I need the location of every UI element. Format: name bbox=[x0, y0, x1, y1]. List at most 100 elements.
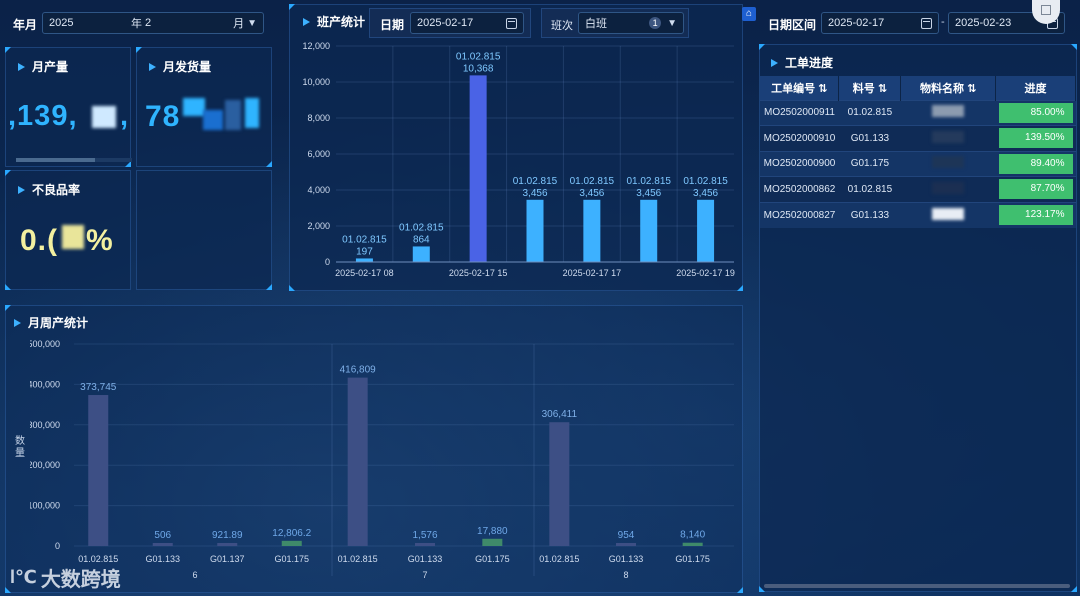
col-header-progress[interactable]: 进度 bbox=[995, 76, 1076, 100]
date-range-separator: - bbox=[941, 16, 945, 28]
order-id-cell: MO2502000827 bbox=[760, 201, 839, 228]
bar-category-label: 01.02.815 bbox=[342, 234, 387, 245]
x-tick-label: G01.133 bbox=[408, 554, 443, 564]
part-number-cell: G01.133 bbox=[838, 125, 901, 151]
progress-cell: 87.70% bbox=[995, 176, 1076, 202]
y-tick-label: 0 bbox=[55, 541, 60, 551]
triangle-icon bbox=[149, 62, 156, 71]
x-tick-label: G01.133 bbox=[145, 554, 180, 564]
shift-label: 班次 bbox=[551, 20, 573, 32]
calendar-icon[interactable] bbox=[921, 17, 932, 29]
monthly-output-progress-fill bbox=[16, 158, 95, 162]
bar-category-label: 01.02.815 bbox=[513, 176, 558, 187]
part-number-cell: 01.02.815 bbox=[838, 176, 901, 202]
progress-cell: 85.00% bbox=[995, 99, 1076, 126]
bar bbox=[697, 199, 715, 262]
y-tick-label: 400,000 bbox=[30, 379, 60, 389]
table-row[interactable]: MO2502000910 G01.133 139.50% bbox=[760, 125, 1076, 151]
bar-value-label: 306,411 bbox=[542, 409, 578, 420]
watermark: l℃ 大数跨境 bbox=[10, 563, 121, 592]
fullscreen-icon[interactable]: ⌂ bbox=[742, 7, 756, 21]
work-order-table: 工单编号 ⇅ 料号 ⇅ 物料名称 ⇅ 进度 MO2502000911 01.02.… bbox=[760, 76, 1076, 228]
x-tick-label: 2025-02-17 08 bbox=[335, 268, 394, 278]
sort-icon[interactable]: ⇅ bbox=[818, 82, 828, 95]
date-value: 2025-02-17 bbox=[417, 17, 474, 29]
bar-value-label: 3,456 bbox=[522, 188, 547, 199]
x-tick-label: G01.175 bbox=[675, 554, 710, 564]
bar bbox=[152, 543, 173, 546]
shift-select[interactable]: 白班 1 ▼ bbox=[578, 12, 684, 34]
year-month-picker[interactable]: 2025 年 2 月 ▼ bbox=[42, 12, 264, 34]
y-tick-label: 12,000 bbox=[302, 41, 330, 51]
bar bbox=[217, 543, 238, 546]
bar-value-label: 8,140 bbox=[680, 530, 705, 541]
y-tick-label: 0 bbox=[325, 257, 330, 267]
defect-rate-card: 不良品率 0.( % bbox=[5, 170, 131, 290]
y-tick-label: 100,000 bbox=[30, 501, 60, 511]
date-range-label: 日期区间 bbox=[768, 18, 817, 32]
table-row[interactable]: MO2502000827 G01.133 123.17% bbox=[760, 201, 1076, 228]
redacted-block bbox=[203, 110, 223, 130]
redacted-block bbox=[245, 98, 259, 128]
table-row[interactable]: MO2502000900 G01.175 89.40% bbox=[760, 150, 1076, 177]
triangle-icon bbox=[303, 17, 310, 26]
sort-icon[interactable]: ⇅ bbox=[877, 82, 888, 95]
x-tick-label: 01.02.815 bbox=[78, 554, 118, 564]
material-name-cell bbox=[900, 150, 996, 177]
date-range-end-value: 2025-02-23 bbox=[955, 17, 1012, 29]
chevron-down-icon[interactable]: ▼ bbox=[247, 17, 257, 29]
floating-tool-button[interactable] bbox=[1032, 0, 1060, 24]
part-number-cell: G01.133 bbox=[838, 201, 901, 228]
work-order-title: 工单进度 bbox=[771, 54, 833, 71]
col-header-part[interactable]: 料号 ⇅ bbox=[838, 76, 902, 100]
defect-rate-value: 0.( bbox=[20, 224, 59, 257]
bar-value-label: 3,456 bbox=[636, 188, 661, 199]
y-tick-label: 200,000 bbox=[30, 460, 60, 470]
calendar-icon[interactable] bbox=[506, 17, 517, 29]
horizontal-scrollbar[interactable] bbox=[764, 584, 1070, 588]
table-row[interactable]: MO2502000911 01.02.815 85.00% bbox=[760, 99, 1076, 126]
triangle-icon bbox=[771, 58, 778, 67]
redacted-block bbox=[183, 98, 205, 116]
monthly-shipment-title: 月发货量 bbox=[149, 58, 211, 75]
order-id-cell: MO2502000911 bbox=[760, 99, 839, 126]
x-tick-label: G01.133 bbox=[609, 554, 644, 564]
redacted-block bbox=[932, 105, 965, 118]
bar bbox=[616, 543, 636, 546]
bar-value-label: 506 bbox=[154, 530, 171, 541]
bar-value-label: 373,745 bbox=[80, 382, 117, 393]
y-tick-label: 6,000 bbox=[307, 149, 330, 159]
date-range-start[interactable]: 2025-02-17 bbox=[821, 12, 939, 34]
triangle-icon bbox=[18, 185, 25, 194]
part-number-cell: G01.175 bbox=[838, 150, 901, 177]
bar-value-label: 197 bbox=[356, 246, 373, 257]
date-picker[interactable]: 2025-02-17 bbox=[410, 12, 524, 34]
grid-icon bbox=[1041, 5, 1051, 15]
bar bbox=[88, 395, 109, 546]
bar-value-label: 954 bbox=[618, 530, 635, 541]
monthly-output-progress-track bbox=[16, 158, 132, 162]
table-row[interactable]: MO2502000862 01.02.815 87.70% bbox=[760, 176, 1076, 202]
year-value: 2025 bbox=[49, 17, 74, 29]
bar bbox=[482, 538, 503, 546]
progress-badge: 87.70% bbox=[998, 179, 1073, 200]
bar bbox=[415, 543, 435, 546]
group-label: 6 bbox=[192, 570, 197, 580]
monthly-shipment-value: 78 bbox=[145, 100, 181, 133]
triangle-icon bbox=[14, 318, 21, 327]
x-tick-label: G01.175 bbox=[274, 554, 309, 564]
sort-icon[interactable]: ⇅ bbox=[967, 82, 977, 95]
col-header-order-id[interactable]: 工单编号 ⇅ bbox=[760, 76, 840, 100]
chevron-down-icon[interactable]: ▼ bbox=[667, 17, 677, 29]
empty-card bbox=[136, 170, 272, 290]
bar-value-label: 17,880 bbox=[477, 526, 508, 537]
y-tick-label: 2,000 bbox=[307, 221, 330, 231]
progress-cell: 89.40% bbox=[995, 150, 1076, 177]
bar bbox=[469, 75, 487, 262]
bar bbox=[526, 199, 544, 262]
x-tick-label: 2025-02-17 15 bbox=[449, 268, 508, 278]
bar-value-label: 921.89 bbox=[212, 530, 243, 541]
monthly-shipment-card: 月发货量 78 bbox=[136, 47, 272, 167]
shift-value: 白班 bbox=[585, 18, 607, 30]
col-header-material-name[interactable]: 物料名称 ⇅ bbox=[900, 76, 997, 100]
